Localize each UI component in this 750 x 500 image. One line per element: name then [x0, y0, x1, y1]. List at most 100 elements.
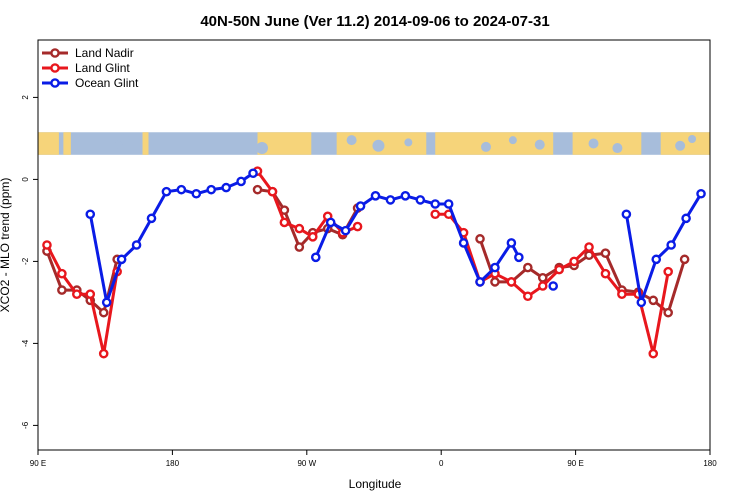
data-point: [696, 188, 706, 199]
data-point: [523, 291, 533, 302]
legend-item: Ocean Glint: [42, 76, 139, 90]
x-tick-label: 0: [439, 459, 444, 468]
data-point: [236, 176, 246, 187]
data-point: [85, 289, 96, 300]
legend-label: Land Nadir: [75, 46, 134, 60]
y-tick-label: -2: [21, 257, 30, 265]
map-water-feature: [114, 140, 123, 149]
map-strip: [38, 132, 710, 155]
data-point: [385, 195, 396, 205]
data-point: [176, 184, 187, 195]
legend-swatch-marker: [50, 63, 60, 73]
data-point: [514, 252, 524, 263]
data-point: [252, 184, 263, 195]
data-point: [490, 262, 500, 273]
data-point: [161, 186, 172, 197]
data-point: [443, 199, 454, 209]
map-land: [142, 132, 149, 155]
map-water-feature: [534, 139, 545, 150]
data-point: [221, 182, 231, 193]
data-point: [490, 277, 500, 287]
x-tick-label: 90 E: [567, 459, 583, 468]
y-axis: 2 0 -2 -4 -6: [21, 95, 38, 429]
data-point: [430, 199, 441, 209]
data-point: [131, 240, 142, 250]
series-line: [624, 193, 703, 304]
data-point: [310, 252, 321, 263]
data-point: [307, 231, 318, 242]
legend-swatch-marker: [50, 78, 60, 88]
chart-title: 40N-50N June (Ver 11.2) 2014-09-06 to 20…: [200, 13, 549, 30]
x-axis: 90 E 180 90 W 0 90 E 180: [30, 450, 717, 468]
x-axis-label: Longitude: [349, 477, 402, 491]
data-point: [651, 254, 662, 265]
data-point: [206, 184, 217, 195]
data-point: [663, 307, 673, 318]
data-point: [458, 238, 469, 248]
map-water-feature: [372, 139, 385, 152]
series-line: [435, 212, 670, 356]
data-point: [648, 295, 659, 306]
series-line: [88, 172, 254, 304]
data-point: [294, 223, 305, 234]
data-point: [617, 289, 627, 300]
map-land: [38, 132, 59, 155]
data-point: [101, 297, 112, 308]
series-layer: [42, 166, 706, 359]
map-water-feature: [688, 135, 697, 144]
series-land-glint: [42, 166, 673, 359]
data-point: [475, 277, 485, 287]
data-point: [636, 297, 647, 308]
data-point: [116, 254, 127, 265]
legend-item: Land Nadir: [42, 46, 134, 60]
data-point: [267, 186, 278, 197]
data-point: [679, 254, 690, 265]
series-line: [314, 194, 521, 284]
data-point: [430, 209, 441, 220]
data-point: [681, 213, 691, 224]
data-point: [42, 240, 52, 250]
data-point: [666, 240, 676, 250]
map-land: [63, 132, 71, 155]
map-water-feature: [588, 138, 599, 149]
map-land: [660, 132, 710, 155]
y-tick-label: 0: [21, 177, 30, 182]
map-land: [435, 132, 554, 155]
data-point: [663, 266, 673, 277]
data-point: [415, 195, 426, 205]
data-point: [537, 272, 548, 283]
map-water-feature: [675, 140, 686, 151]
x-tick-label: 180: [166, 459, 180, 468]
data-point: [370, 190, 381, 201]
map-water-feature: [508, 136, 517, 145]
map-water-feature: [346, 135, 357, 146]
data-point: [584, 242, 594, 252]
data-point: [537, 281, 548, 291]
legend-item: Land Glint: [42, 61, 130, 75]
data-point: [294, 242, 305, 252]
map-water-feature: [481, 141, 491, 152]
data-point: [506, 277, 517, 287]
legend-label: Land Glint: [75, 61, 130, 75]
x-tick-label: 90 W: [297, 459, 316, 468]
map-water-feature: [256, 142, 268, 155]
y-tick-label: -4: [21, 339, 30, 347]
data-point: [506, 238, 517, 248]
data-point: [325, 217, 336, 228]
data-point: [621, 209, 632, 220]
data-point: [400, 190, 411, 201]
map-land: [572, 132, 642, 155]
data-point: [355, 201, 366, 211]
legend-label: Ocean Glint: [75, 76, 139, 90]
data-point: [648, 348, 659, 359]
x-tick-label: 180: [703, 459, 717, 468]
data-point: [85, 209, 96, 220]
map-water-feature: [119, 134, 130, 145]
data-point: [98, 307, 109, 318]
data-point: [57, 268, 67, 279]
data-point: [600, 268, 611, 279]
map-water-feature: [612, 143, 623, 154]
data-point: [279, 217, 290, 228]
